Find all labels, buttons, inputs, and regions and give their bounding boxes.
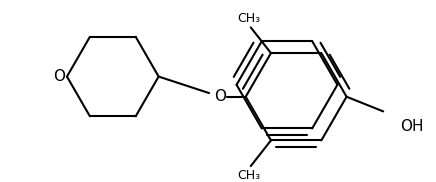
Text: OH: OH	[400, 118, 423, 134]
Text: CH₃: CH₃	[237, 12, 260, 25]
Text: O: O	[54, 69, 66, 84]
Text: O: O	[214, 89, 226, 104]
Text: CH₃: CH₃	[237, 169, 260, 182]
